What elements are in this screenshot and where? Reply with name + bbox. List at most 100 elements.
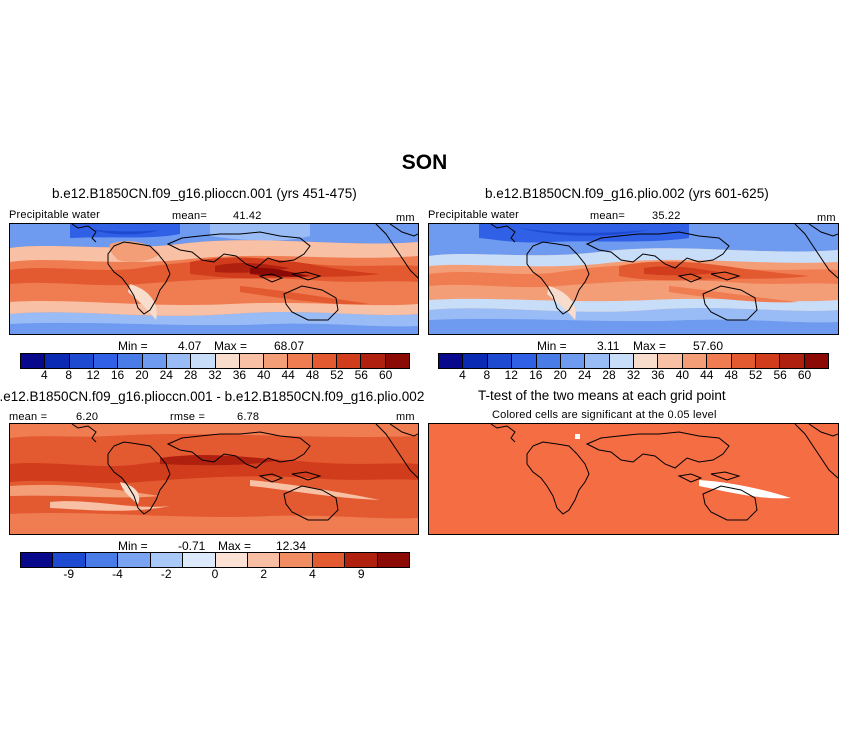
colorbar-tick-label: -9	[63, 567, 75, 581]
panel-3-colorbar-labels: -9 -4 -2 0 2 4 9	[20, 567, 410, 581]
colorbar-tick-label: 36	[232, 368, 247, 382]
colorbar-box	[149, 553, 183, 567]
colorbar-box	[730, 354, 755, 368]
colorbar-box	[486, 354, 512, 368]
panel-2-variable: Precipitable water	[428, 209, 520, 221]
colorbar-tick-label: 4	[309, 567, 316, 581]
colorbar-box	[84, 553, 118, 567]
colorbar-tick-label: 56	[354, 368, 368, 382]
colorbar-box	[681, 354, 707, 368]
panel-2-max-label: Max =	[633, 339, 667, 353]
panel-1-mean-label: mean=	[172, 210, 207, 222]
colorbar-box	[311, 553, 345, 567]
panel-3-min-value: -0.71	[178, 539, 206, 553]
colorbar-box	[44, 354, 69, 368]
colorbar-box	[384, 354, 409, 368]
colorbar-box	[439, 354, 463, 368]
colorbar-tick-label: 16	[529, 368, 543, 382]
colorbar-box	[633, 354, 658, 368]
colorbar-tick-label: 52	[330, 368, 344, 382]
colorbar-box	[803, 354, 828, 368]
colorbar-box	[238, 354, 264, 368]
colorbar-box	[182, 553, 215, 567]
panel-1-units: mm	[396, 212, 415, 224]
colorbar-tick-label: 32	[208, 368, 222, 382]
colorbar-tick-label: 36	[651, 368, 665, 382]
panel-1-min-label: Min =	[118, 339, 148, 353]
colorbar-tick-label: 16	[110, 368, 125, 382]
colorbar-box	[117, 354, 142, 368]
colorbar-tick-label: 12	[504, 368, 518, 382]
colorbar-tick-label: 24	[577, 368, 592, 382]
colorbar-tick-label: 2	[260, 567, 268, 581]
colorbar-tick-label: 56	[773, 368, 787, 382]
colorbar-box	[584, 354, 609, 368]
panel-1-precip-field	[10, 224, 418, 334]
colorbar-tick-label: 28	[183, 368, 198, 382]
panel-3-difference-field	[10, 424, 418, 534]
colorbar-box	[360, 354, 385, 368]
colorbar-box	[657, 354, 682, 368]
panel-2-colorbar	[438, 353, 829, 369]
colorbar-box	[559, 354, 585, 368]
panel-4-map	[428, 423, 839, 535]
panel-2-precip-field	[429, 224, 838, 334]
colorbar-tick-label: 52	[749, 368, 763, 382]
colorbar-tick-label: 40	[257, 368, 271, 382]
colorbar-tick-label: 0	[211, 567, 219, 581]
colorbar-tick-label: 24	[159, 368, 173, 382]
colorbar-box	[190, 354, 215, 368]
colorbar-tick-label: 28	[602, 368, 616, 382]
colorbar-box	[336, 354, 361, 368]
colorbar-box	[92, 354, 118, 368]
panel-1-colorbar	[20, 353, 410, 369]
colorbar-tick-label: 44	[700, 368, 714, 382]
colorbar-box	[246, 553, 280, 567]
colorbar-box	[287, 354, 312, 368]
panel-4-significance-field	[429, 424, 838, 534]
colorbar-box	[754, 354, 780, 368]
colorbar-tick-label: 44	[281, 368, 295, 382]
panel-1-max-label: Max =	[214, 339, 248, 353]
panel-2-map	[428, 223, 839, 335]
panel-3-rmse-label: rmse =	[170, 411, 206, 423]
insignificant-cell	[575, 434, 580, 439]
colorbar-tick-label: 9	[357, 567, 365, 581]
colorbar-tick-label: 4	[41, 368, 48, 382]
panel-3-mean-label: mean =	[9, 411, 48, 423]
colorbar-tick-label: 32	[626, 368, 641, 382]
panel-1-max-value: 68.07	[274, 339, 305, 353]
panel-3-max-value: 12.34	[276, 539, 307, 553]
panel-3-colorbar	[20, 552, 410, 568]
panel-3-rmse-value: 6.78	[237, 411, 260, 423]
panel-4-subtitle: Colored cells are significant at the 0.0…	[492, 409, 717, 421]
panel-1-mean-value: 41.42	[233, 210, 262, 222]
panel-2-min-label: Min =	[537, 339, 567, 353]
colorbar-box	[535, 354, 560, 368]
insignificant-region	[699, 480, 791, 499]
colorbar-box	[376, 553, 410, 567]
colorbar-box	[263, 354, 288, 368]
colorbar-box	[462, 354, 487, 368]
colorbar-tick-label: 48	[724, 368, 738, 382]
colorbar-box	[511, 354, 536, 368]
panel-3-min-label: Min =	[118, 539, 148, 553]
colorbar-box	[141, 354, 166, 368]
panel-2-units: mm	[817, 212, 836, 224]
colorbar-box	[279, 553, 312, 567]
panel-4-title: T-test of the two means at each grid poi…	[478, 388, 726, 403]
colorbar-box	[21, 553, 53, 567]
colorbar-box	[608, 354, 633, 368]
colorbar-box	[214, 354, 239, 368]
colorbar-box	[165, 354, 191, 368]
colorbar-tick-label: -2	[160, 567, 172, 581]
colorbar-tick-label: 8	[65, 368, 73, 382]
figure-title: SON	[401, 151, 448, 174]
colorbar-tick-label: 12	[86, 368, 100, 382]
panel-2-min-value: 3.11	[597, 339, 620, 353]
panel-3-units: mm	[396, 411, 415, 423]
panel-3-mean-value: 6.20	[76, 411, 99, 423]
colorbar-tick-label: -4	[112, 567, 123, 581]
colorbar-tick-label: 8	[483, 368, 491, 382]
panel-2-max-value: 57.60	[693, 339, 724, 353]
